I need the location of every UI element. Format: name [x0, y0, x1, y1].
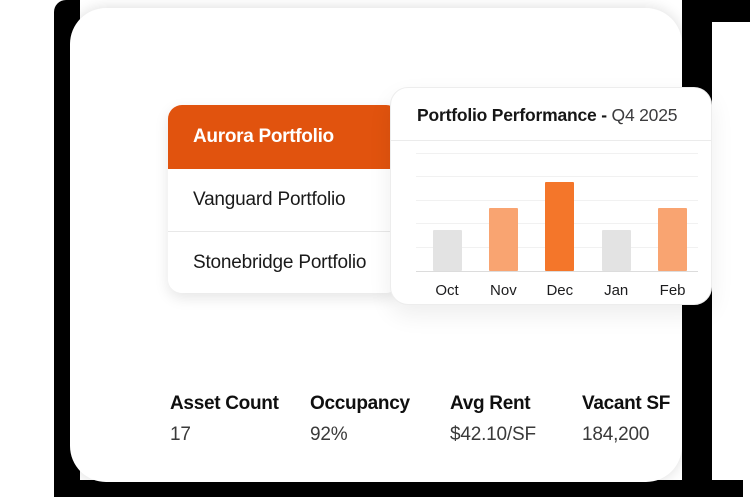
chart-title-main: Portfolio Performance -: [417, 105, 607, 125]
black-offset-band-bottom: [54, 480, 743, 497]
chart-gridline: [416, 152, 698, 154]
stat-value: 17: [170, 424, 191, 445]
stat-value: 92%: [310, 424, 348, 445]
stat-occupancy: Occupancy 92%: [310, 393, 410, 446]
chart-x-label-oct: Oct: [435, 282, 459, 299]
chart-bar-feb: [658, 207, 688, 271]
stat-vacant-sf: Vacant SF 184,200: [582, 393, 670, 446]
chart-bar-jan: [601, 230, 631, 271]
stat-value: 184,200: [582, 424, 650, 445]
portfolio-tab-label: Aurora Portfolio: [193, 126, 334, 147]
portfolio-performance-card: Portfolio Performance - Q4 2025 Oct Nov De…: [390, 87, 712, 305]
chart-title-period: Q4 2025: [611, 105, 678, 125]
stat-label: Asset Count: [170, 393, 279, 414]
stat-value: $42.10/SF: [450, 424, 536, 445]
chart-x-label-nov: Nov: [490, 282, 517, 299]
stat-label: Vacant SF: [582, 393, 671, 414]
chart-bar-dec: [545, 182, 575, 271]
stat-label: Avg Rent: [450, 393, 531, 414]
portfolio-list: Aurora Portfolio Vanguard Portfolio Ston…: [168, 105, 400, 293]
chart-title: Portfolio Performance - Q4 2025: [391, 88, 711, 141]
chart-x-label-feb: Feb: [659, 282, 686, 299]
chart-bar-oct: [432, 230, 462, 271]
chart-x-label-dec: Dec: [546, 282, 574, 299]
chart-bar-nov: [488, 207, 518, 271]
portfolio-tab-stonebridge[interactable]: Stonebridge Portfolio: [168, 231, 400, 293]
stat-avg-rent: Avg Rent $42.10/SF: [450, 393, 536, 446]
chart-gridline: [416, 176, 698, 177]
dashboard-card: Aurora Portfolio Vanguard Portfolio Ston…: [70, 8, 712, 482]
portfolio-tab-aurora[interactable]: Aurora Portfolio: [168, 105, 400, 169]
chart-x-label-jan: Jan: [604, 282, 629, 299]
portfolio-tab-label: Vanguard Portfolio: [193, 189, 346, 210]
bar-chart: Oct Nov Dec Jan Feb: [416, 144, 698, 299]
stat-asset-count: Asset Count 17: [170, 393, 279, 446]
portfolio-tab-vanguard[interactable]: Vanguard Portfolio: [168, 169, 400, 231]
portfolio-tab-label: Stonebridge Portfolio: [193, 251, 367, 273]
stat-label: Occupancy: [310, 393, 410, 414]
